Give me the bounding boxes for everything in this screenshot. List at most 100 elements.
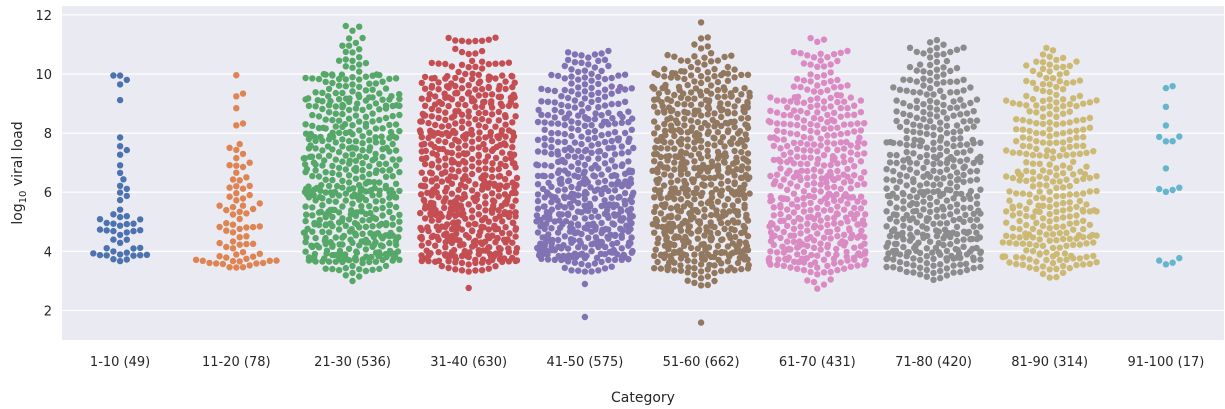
data-point bbox=[824, 139, 831, 146]
data-point bbox=[1039, 120, 1047, 128]
data-point bbox=[618, 245, 625, 252]
data-point bbox=[1036, 229, 1043, 236]
data-point bbox=[453, 230, 460, 237]
data-point bbox=[458, 61, 466, 68]
data-point bbox=[482, 165, 489, 172]
data-point bbox=[561, 138, 568, 146]
data-point bbox=[930, 255, 937, 262]
data-point bbox=[1029, 183, 1037, 190]
data-point bbox=[359, 230, 366, 237]
data-point bbox=[731, 110, 738, 117]
data-point bbox=[488, 98, 495, 105]
data-point bbox=[582, 175, 589, 183]
data-point bbox=[691, 251, 698, 258]
data-point bbox=[724, 108, 731, 115]
data-point bbox=[581, 202, 588, 209]
data-point bbox=[554, 148, 561, 155]
data-point bbox=[103, 219, 110, 227]
data-point bbox=[382, 182, 390, 190]
data-point bbox=[1003, 208, 1010, 215]
data-point bbox=[561, 193, 568, 200]
data-point bbox=[976, 234, 983, 241]
data-point bbox=[608, 181, 615, 188]
data-point bbox=[325, 197, 333, 205]
data-point bbox=[1080, 126, 1087, 133]
data-point bbox=[611, 211, 618, 218]
data-point bbox=[777, 234, 784, 242]
data-point bbox=[1033, 242, 1040, 249]
data-point bbox=[833, 191, 840, 198]
data-point bbox=[744, 71, 752, 79]
data-point bbox=[568, 163, 575, 170]
data-point bbox=[482, 200, 489, 207]
data-point bbox=[339, 215, 346, 222]
data-point bbox=[629, 115, 636, 122]
data-point bbox=[1053, 172, 1060, 179]
data-point bbox=[454, 210, 462, 218]
data-point bbox=[1086, 99, 1094, 106]
data-point bbox=[1046, 61, 1053, 68]
data-point bbox=[369, 118, 376, 125]
data-point bbox=[443, 230, 450, 237]
data-point bbox=[1076, 150, 1084, 157]
data-point bbox=[458, 48, 466, 56]
data-point bbox=[655, 235, 662, 242]
data-point bbox=[243, 174, 250, 181]
data-point bbox=[346, 157, 353, 164]
data-point bbox=[1075, 232, 1083, 239]
data-point bbox=[130, 227, 137, 235]
data-point bbox=[595, 89, 602, 97]
data-point bbox=[701, 119, 709, 127]
data-point bbox=[229, 203, 237, 211]
data-point bbox=[556, 217, 563, 224]
data-point bbox=[437, 210, 444, 217]
data-point bbox=[362, 153, 370, 161]
data-point bbox=[223, 206, 230, 214]
data-point bbox=[568, 66, 575, 73]
data-point bbox=[424, 224, 431, 231]
data-point bbox=[349, 57, 356, 64]
data-point bbox=[1023, 221, 1030, 229]
data-point bbox=[1033, 219, 1040, 226]
data-point bbox=[697, 35, 705, 42]
data-point bbox=[950, 112, 957, 119]
data-point bbox=[698, 251, 705, 258]
data-point bbox=[731, 147, 738, 155]
data-point bbox=[1059, 192, 1067, 200]
data-point bbox=[923, 260, 930, 267]
data-point bbox=[417, 209, 424, 217]
data-point bbox=[1019, 190, 1027, 197]
data-point bbox=[839, 238, 846, 245]
data-point bbox=[687, 152, 695, 159]
data-point bbox=[562, 218, 570, 225]
data-point bbox=[651, 69, 658, 77]
data-point bbox=[356, 23, 363, 30]
data-point bbox=[1079, 206, 1087, 214]
data-point bbox=[701, 61, 708, 68]
data-point bbox=[458, 37, 466, 44]
data-point bbox=[896, 258, 904, 266]
data-point bbox=[693, 185, 700, 192]
data-point bbox=[886, 232, 894, 240]
data-point bbox=[435, 257, 443, 264]
data-point bbox=[619, 161, 626, 168]
data-point bbox=[485, 73, 493, 80]
data-point bbox=[1033, 258, 1040, 265]
data-point bbox=[791, 258, 798, 265]
data-point bbox=[731, 103, 738, 110]
data-point bbox=[906, 44, 914, 51]
data-point bbox=[855, 221, 862, 228]
data-point bbox=[322, 234, 329, 242]
data-point bbox=[834, 232, 841, 240]
data-point bbox=[703, 224, 710, 231]
data-point bbox=[319, 89, 326, 97]
data-point bbox=[359, 160, 366, 167]
data-point bbox=[926, 47, 934, 54]
data-point bbox=[439, 145, 447, 153]
data-point bbox=[970, 210, 977, 217]
data-point bbox=[829, 153, 837, 160]
data-point bbox=[1049, 259, 1057, 267]
data-point bbox=[732, 233, 739, 241]
data-point bbox=[721, 202, 728, 209]
data-point bbox=[911, 136, 918, 143]
